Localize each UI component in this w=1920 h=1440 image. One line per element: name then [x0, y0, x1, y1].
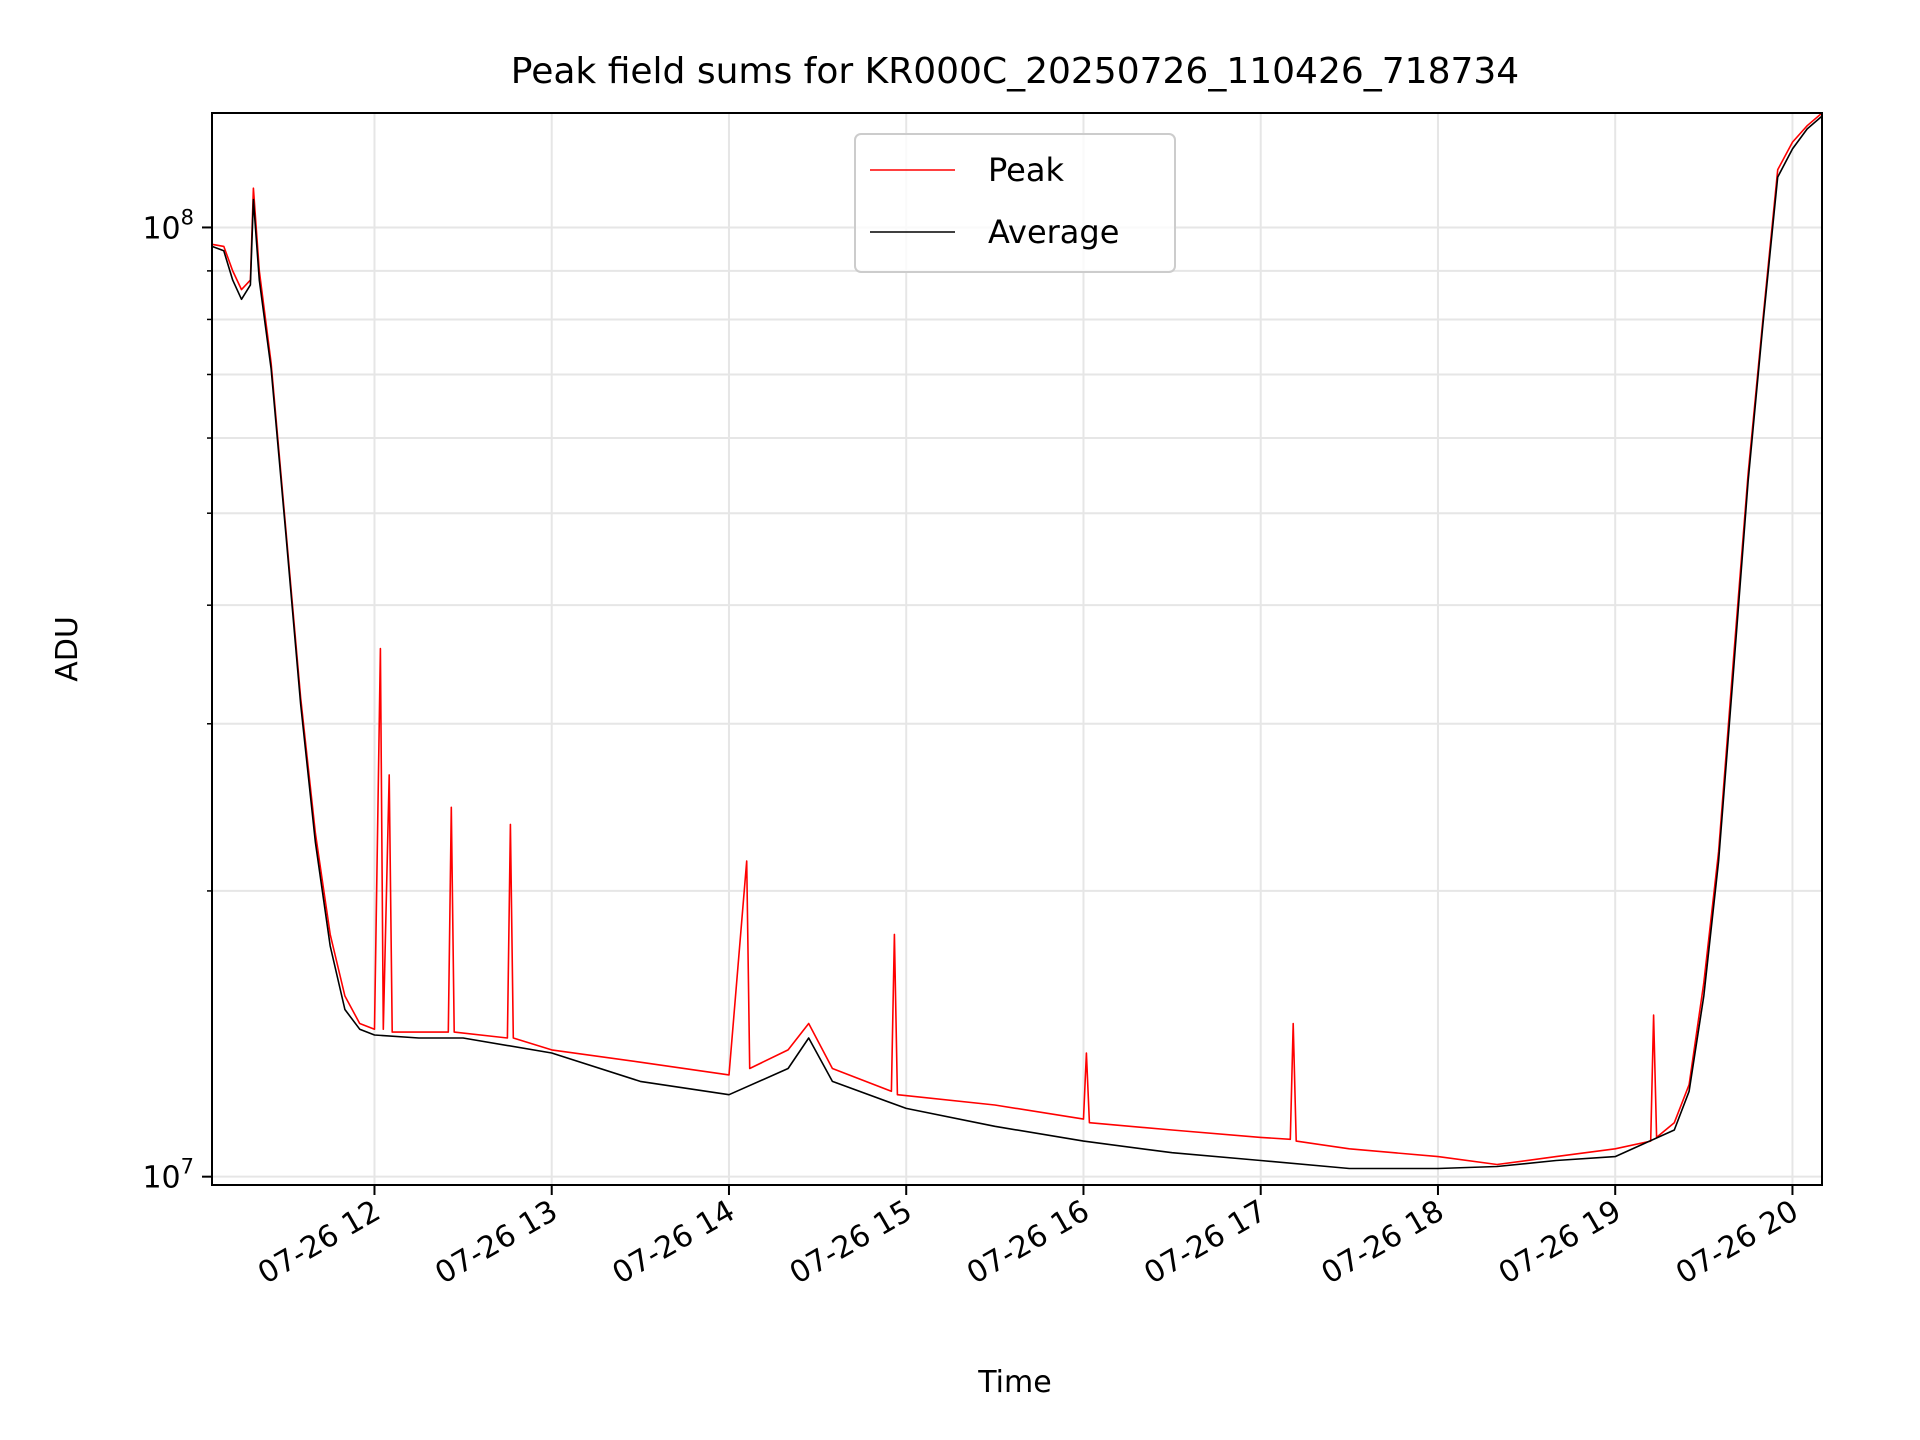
y-axis-label: ADU	[50, 616, 85, 682]
legend-box	[854, 133, 1176, 273]
y-tick-label: 107	[142, 1155, 194, 1196]
legend-label-peak: Peak	[988, 151, 1064, 189]
legend: Peak Average	[854, 133, 1176, 273]
plot-frame	[211, 112, 1823, 1186]
y-tick-label: 108	[142, 205, 194, 246]
series-line-average	[211, 115, 1823, 1170]
legend-label-average: Average	[988, 213, 1119, 251]
series-line-peak	[211, 112, 1823, 1166]
grid	[212, 113, 1822, 1185]
y-axis: 107 108	[142, 205, 212, 1196]
x-axis-label: Time	[977, 1365, 1051, 1400]
series-layer	[211, 112, 1823, 1170]
chart-title: Peak field sums for KR000C_20250726_1104…	[511, 51, 1519, 92]
